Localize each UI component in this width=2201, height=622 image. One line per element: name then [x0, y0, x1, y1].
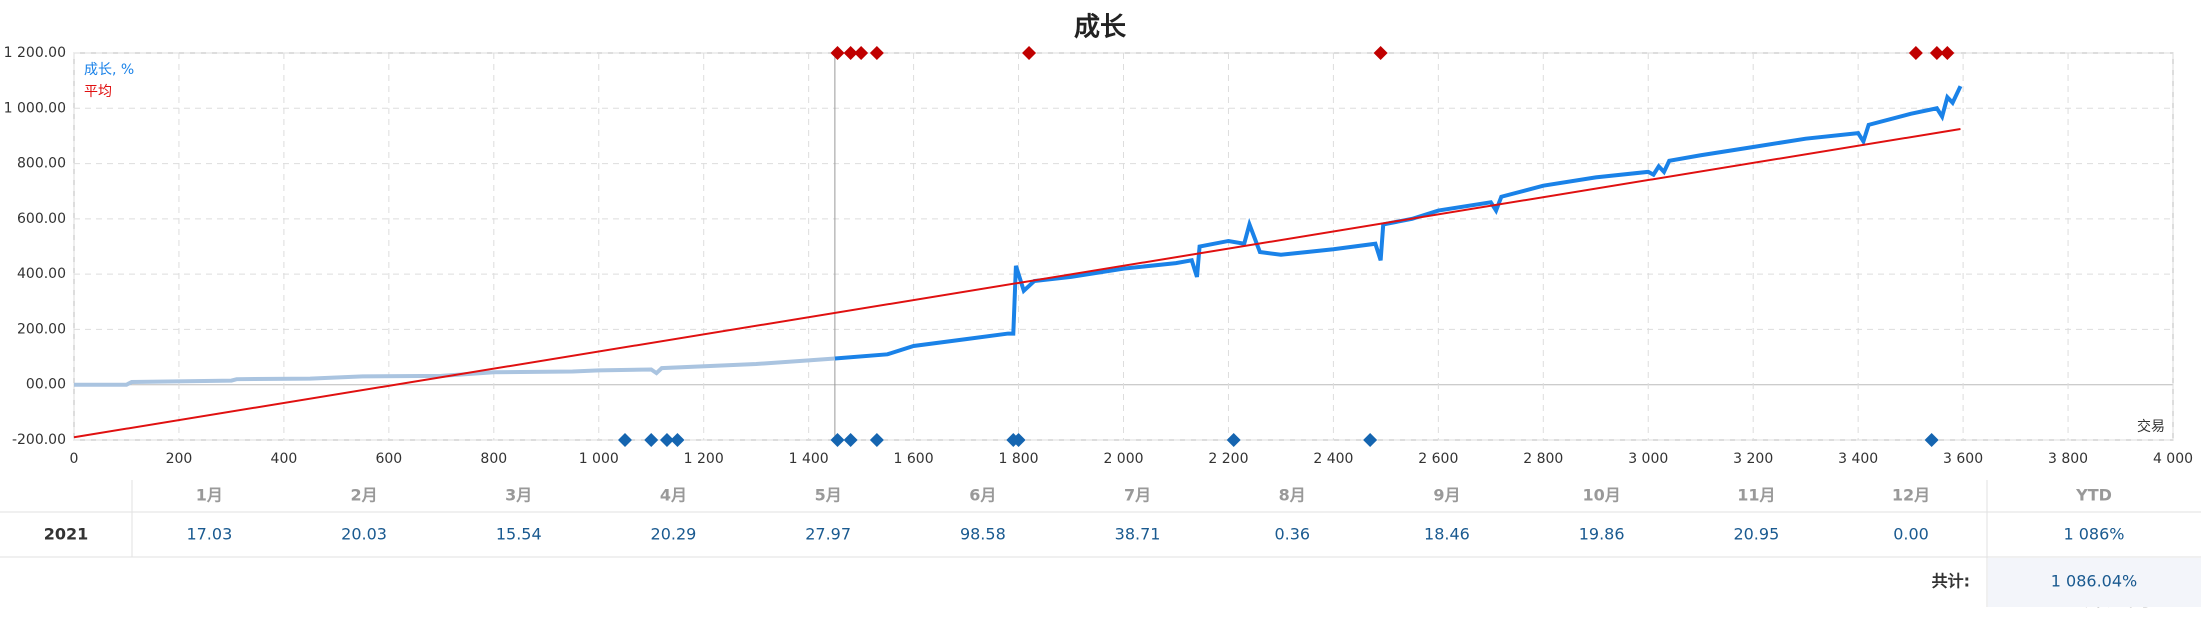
table-header: 8月	[1279, 486, 1306, 505]
table-header: 11月	[1737, 486, 1775, 505]
x-tick-label: 3 200	[1733, 451, 1773, 467]
trade-marker	[869, 46, 884, 60]
table-cell: 19.86	[1579, 525, 1625, 544]
total-cell	[1988, 558, 2201, 607]
x-tick-label: 1 600	[894, 451, 934, 467]
legend-entry: 平均	[84, 84, 112, 100]
x-tick-label: 1 800	[999, 451, 1039, 467]
x-tick-label: 2 200	[1208, 451, 1248, 467]
growth-line	[74, 356, 836, 387]
trade-marker	[644, 433, 659, 447]
trade-marker	[843, 433, 858, 447]
trade-marker	[1363, 433, 1378, 447]
x-tick-label: 3 000	[1628, 451, 1668, 467]
y-tick-label: 00.00	[26, 377, 66, 393]
table-cell: 17.03	[186, 525, 232, 544]
x-tick-label: 200	[166, 451, 193, 467]
row-year: 2021	[44, 525, 89, 544]
y-tick-label: 200.00	[17, 321, 66, 337]
y-tick-label: 400.00	[17, 266, 66, 282]
trade-marker	[617, 433, 632, 447]
trade-marker	[1929, 46, 1944, 60]
trade-marker	[670, 433, 685, 447]
x-tick-label: 2 000	[1103, 451, 1143, 467]
x-tick-label: 0	[70, 451, 79, 467]
x-axis-label: 交易	[2137, 418, 2165, 435]
table-cell: 0.36	[1274, 525, 1310, 544]
chart-title: 成长	[1074, 13, 1127, 43]
trade-marker	[830, 433, 845, 447]
total-label: 共计:	[1932, 572, 1970, 591]
trade-marker	[830, 46, 845, 60]
x-tick-label: 600	[375, 451, 402, 467]
table-header: 6月	[969, 486, 996, 505]
table-cell: 20.95	[1733, 525, 1779, 544]
x-tick-label: 1 000	[579, 451, 619, 467]
table-header: 3月	[505, 486, 532, 505]
x-tick-label: 3 600	[1943, 451, 1983, 467]
x-tick-label: 1 400	[789, 451, 829, 467]
table-header: 12月	[1892, 486, 1930, 505]
y-tick-label: 800.00	[17, 156, 66, 172]
trade-marker	[1908, 46, 1923, 60]
trade-marker	[854, 46, 869, 60]
trade-marker	[659, 433, 674, 447]
trade-marker	[1022, 46, 1037, 60]
growth-line	[834, 85, 1963, 361]
average-line	[73, 128, 1961, 439]
trade-marker	[869, 433, 884, 447]
table-cell: 15.54	[496, 525, 542, 544]
x-tick-label: 400	[271, 451, 298, 467]
table-header: 5月	[815, 486, 842, 505]
trade-marker	[1226, 433, 1241, 447]
trade-marker	[843, 46, 858, 60]
y-tick-label: 1 000.00	[4, 100, 66, 116]
x-tick-label: 2 600	[1418, 451, 1458, 467]
trade-marker	[1924, 433, 1939, 447]
y-tick-label: 1 200.00	[4, 45, 66, 61]
table-cell: 20.29	[651, 525, 697, 544]
table-cell: 27.97	[805, 525, 851, 544]
x-tick-label: 2 800	[1523, 451, 1563, 467]
table-cell: 18.46	[1424, 525, 1470, 544]
table-cell: 0.00	[1893, 525, 1929, 544]
table-cell: 1 086%	[2063, 525, 2124, 544]
legend-entry: 成长, %	[84, 62, 134, 78]
table-header: 2月	[350, 486, 377, 505]
table-header: 1月	[196, 486, 223, 505]
y-tick-label: -200.00	[12, 432, 66, 448]
table-header: 10月	[1583, 486, 1621, 505]
table-header: 4月	[660, 486, 687, 505]
x-tick-label: 3 400	[1838, 451, 1878, 467]
x-tick-label: 2 400	[1313, 451, 1353, 467]
x-tick-label: 800	[480, 451, 507, 467]
table-cell: 38.71	[1115, 525, 1161, 544]
x-tick-label: 1 200	[684, 451, 724, 467]
table-header: YTD	[2075, 486, 2112, 505]
table-cell: 98.58	[960, 525, 1006, 544]
table-header: 7月	[1124, 486, 1151, 505]
table-cell: 20.03	[341, 525, 387, 544]
x-tick-label: 3 800	[2048, 451, 2088, 467]
trade-marker	[1940, 46, 1955, 60]
trade-marker	[1373, 46, 1388, 60]
trade-marker	[1011, 433, 1026, 447]
table-header: 9月	[1433, 486, 1460, 505]
total-value: 1 086.04%	[2051, 572, 2137, 591]
x-tick-label: 4 000	[2153, 451, 2193, 467]
y-tick-label: 600.00	[17, 211, 66, 227]
